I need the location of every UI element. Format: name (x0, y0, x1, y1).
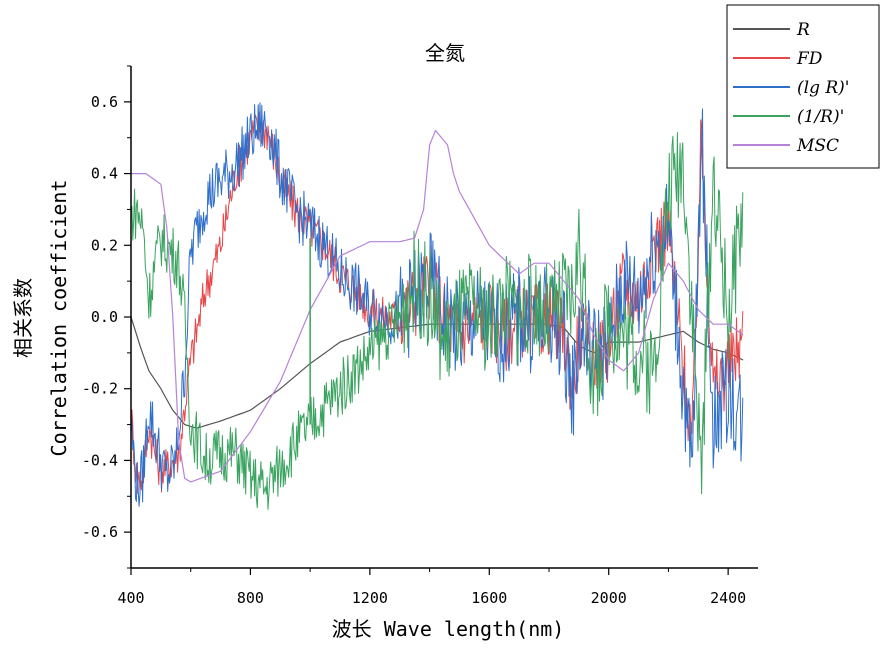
x-tick-label: 400 (117, 589, 144, 607)
series-line-4 (131, 129, 744, 483)
legend-label: (lg R)' (797, 78, 849, 98)
legend-label: R (796, 20, 810, 40)
y-tick-label: -0.6 (82, 523, 118, 541)
x-axis-ticks: 400 800 1200 1600 2000 2400 (117, 568, 746, 607)
y-tick-label: -0.2 (82, 380, 118, 398)
legend: R FD (lg R)' (1/R)' MSC (726, 4, 880, 169)
y-tick-label: 0.4 (91, 165, 118, 183)
legend-label: FD (796, 49, 823, 69)
legend-label: MSC (796, 136, 839, 156)
x-tick-label: 1600 (471, 589, 507, 607)
series-layer (131, 102, 744, 510)
x-tick-label: 2400 (710, 589, 746, 607)
legend-label: (1/R)' (797, 107, 844, 127)
x-axis-title: 波长 Wave length(nm) (332, 617, 565, 641)
y-tick-label: 0.2 (91, 236, 118, 254)
y-tick-label: 0.6 (91, 93, 118, 111)
y-axis-ticks: -0.6 -0.4 -0.2 0.0 0.2 0.4 0.6 (82, 65, 131, 569)
x-tick-label: 2000 (591, 589, 627, 607)
y-axis-title-english: Correlation coefficient (47, 180, 71, 457)
series-line-3 (131, 132, 744, 510)
plot-area (131, 102, 744, 510)
chart-title: 全氮 (425, 41, 465, 65)
y-tick-label: -0.4 (82, 451, 118, 469)
y-tick-label: 0.0 (91, 308, 118, 326)
x-tick-label: 1200 (352, 589, 388, 607)
y-axis-title-chinese: 相关系数 (11, 278, 35, 358)
x-tick-label: 800 (237, 589, 264, 607)
